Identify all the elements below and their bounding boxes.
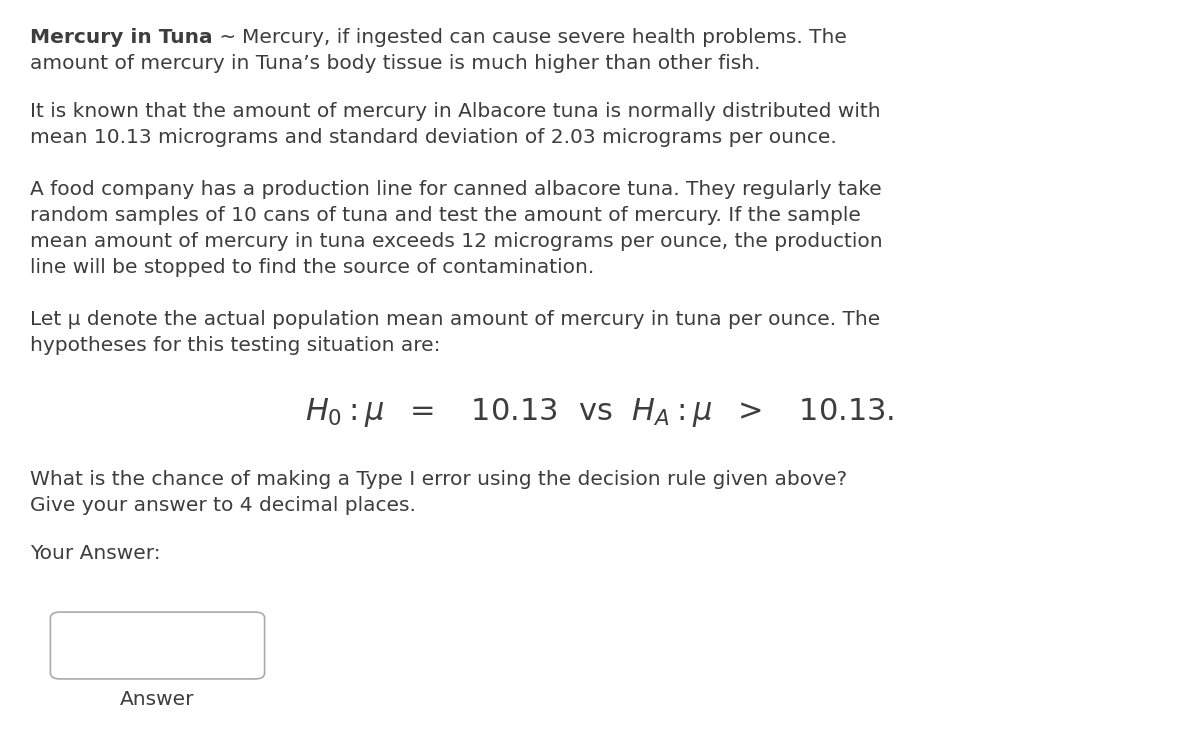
Text: Mercury in Tuna: Mercury in Tuna bbox=[30, 28, 212, 47]
Text: amount of mercury in Tuna’s body tissue is much higher than other fish.: amount of mercury in Tuna’s body tissue … bbox=[30, 54, 761, 73]
Text: hypotheses for this testing situation are:: hypotheses for this testing situation ar… bbox=[30, 336, 440, 355]
Text: Answer: Answer bbox=[120, 691, 194, 709]
Text: Let μ denote the actual population mean amount of mercury in tuna per ounce. The: Let μ denote the actual population mean … bbox=[30, 310, 881, 329]
Text: A food company has a production line for canned albacore tuna. They regularly ta: A food company has a production line for… bbox=[30, 180, 882, 199]
Text: It is known that the amount of mercury in Albacore tuna is normally distributed : It is known that the amount of mercury i… bbox=[30, 102, 881, 121]
Text: random samples of 10 cans of tuna and test the amount of mercury. If the sample: random samples of 10 cans of tuna and te… bbox=[30, 206, 860, 225]
Text: $H_0 : \mu\ \ =\ \ \ 10.13\ \ \mathrm{vs}\ \ H_A : \mu\ \ >\ \ \ 10.13.$: $H_0 : \mu\ \ =\ \ \ 10.13\ \ \mathrm{vs… bbox=[305, 396, 895, 429]
Text: Mercury, if ingested can cause severe health problems. The: Mercury, if ingested can cause severe he… bbox=[242, 28, 847, 47]
Text: mean amount of mercury in tuna exceeds 12 micrograms per ounce, the production: mean amount of mercury in tuna exceeds 1… bbox=[30, 232, 883, 251]
Text: What is the chance of making a Type I error using the decision rule given above?: What is the chance of making a Type I er… bbox=[30, 470, 847, 489]
Text: mean 10.13 micrograms and standard deviation of 2.03 micrograms per ounce.: mean 10.13 micrograms and standard devia… bbox=[30, 128, 836, 147]
Text: line will be stopped to find the source of contamination.: line will be stopped to find the source … bbox=[30, 258, 594, 277]
Text: Give your answer to 4 decimal places.: Give your answer to 4 decimal places. bbox=[30, 496, 416, 515]
Text: Your Answer:: Your Answer: bbox=[30, 544, 161, 563]
Text: ∼: ∼ bbox=[212, 28, 242, 47]
